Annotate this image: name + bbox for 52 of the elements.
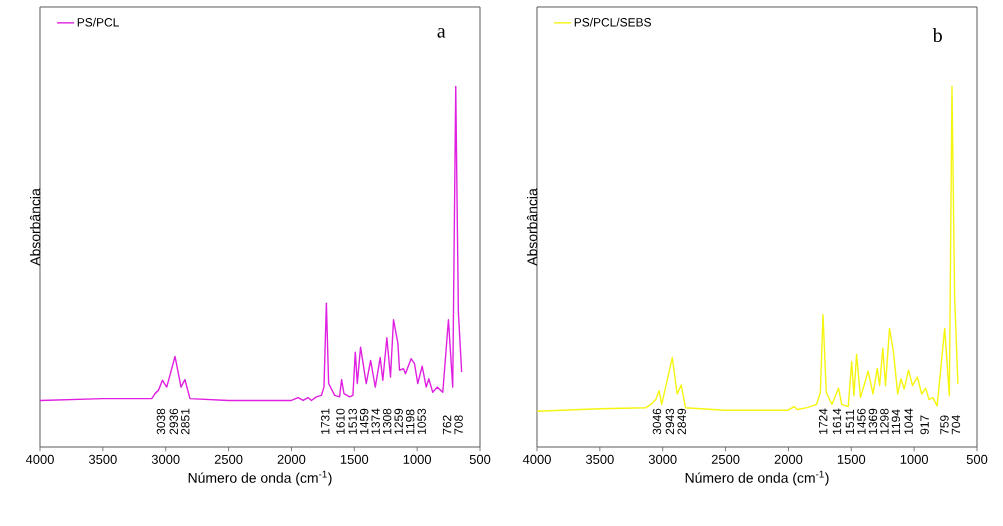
x-tick-label: 1000 bbox=[403, 454, 432, 464]
x-axis-title: Número de onda (cm$^{-1}$) bbox=[685, 470, 829, 486]
annotation: 1053 bbox=[417, 408, 426, 434]
x-tick-label: 2500 bbox=[711, 454, 740, 464]
legend-label: PS/PCL/SEBS bbox=[574, 17, 651, 27]
x-tick-label: 1000 bbox=[900, 454, 929, 464]
x-tick-label: 3000 bbox=[648, 454, 677, 464]
x-tick-label: 3000 bbox=[151, 454, 180, 464]
annotation: 1456 bbox=[857, 408, 866, 434]
annotation: 1369 bbox=[868, 408, 878, 434]
annotation: 917 bbox=[920, 415, 929, 435]
x-tick-label: 4000 bbox=[522, 454, 551, 464]
annotation: 3038 bbox=[156, 408, 166, 435]
x-tick-label: 500 bbox=[966, 454, 988, 464]
x-tick-label: 2000 bbox=[774, 454, 803, 464]
annotation: 762 bbox=[442, 415, 452, 435]
annotation: 1298 bbox=[880, 408, 889, 434]
x-tick-label: 2500 bbox=[214, 454, 243, 464]
annotation: 1198 bbox=[405, 409, 415, 434]
x-axis-title: Número de onda (cm$^{-1}$) bbox=[188, 470, 332, 486]
annotation: 3046 bbox=[652, 408, 662, 435]
x-tick-label: 1500 bbox=[340, 454, 369, 464]
annotation: 759 bbox=[940, 415, 949, 435]
annotation: 2936 bbox=[169, 408, 178, 435]
text: a bbox=[437, 28, 446, 38]
annotation: 1511 bbox=[845, 409, 855, 434]
annotation: 2943 bbox=[665, 408, 675, 435]
y-axis-title: Absorbância bbox=[526, 188, 538, 266]
annotation: 1459 bbox=[359, 408, 369, 434]
x-tick-label: 3500 bbox=[88, 454, 117, 464]
text: b bbox=[932, 28, 942, 43]
annotation: 1308 bbox=[382, 408, 392, 434]
annotation: 2849 bbox=[677, 408, 686, 435]
annotation: 1731 bbox=[321, 408, 330, 434]
annotation: 1614 bbox=[832, 408, 842, 434]
annotation: 1610 bbox=[336, 408, 345, 434]
annotation: 704 bbox=[951, 415, 961, 435]
x-tick-label: 500 bbox=[469, 454, 491, 464]
y-axis-title: Absorbância bbox=[29, 188, 41, 266]
annotation: 1724 bbox=[818, 408, 828, 434]
annotation: 708 bbox=[454, 415, 463, 435]
x-tick-label: 1500 bbox=[837, 454, 866, 464]
annotation: 1194 bbox=[891, 409, 901, 434]
annotation: 1374 bbox=[371, 408, 380, 434]
x-tick-label: 2000 bbox=[277, 454, 306, 464]
x-tick-label: 4000 bbox=[25, 454, 54, 464]
annotation: 1044 bbox=[904, 408, 913, 434]
annotation: 2851 bbox=[181, 408, 190, 435]
annotation: 1259 bbox=[394, 408, 403, 434]
x-tick-label: 3500 bbox=[585, 454, 614, 464]
legend-label: PS/PCL bbox=[77, 17, 119, 27]
annotation: 1513 bbox=[348, 408, 357, 434]
